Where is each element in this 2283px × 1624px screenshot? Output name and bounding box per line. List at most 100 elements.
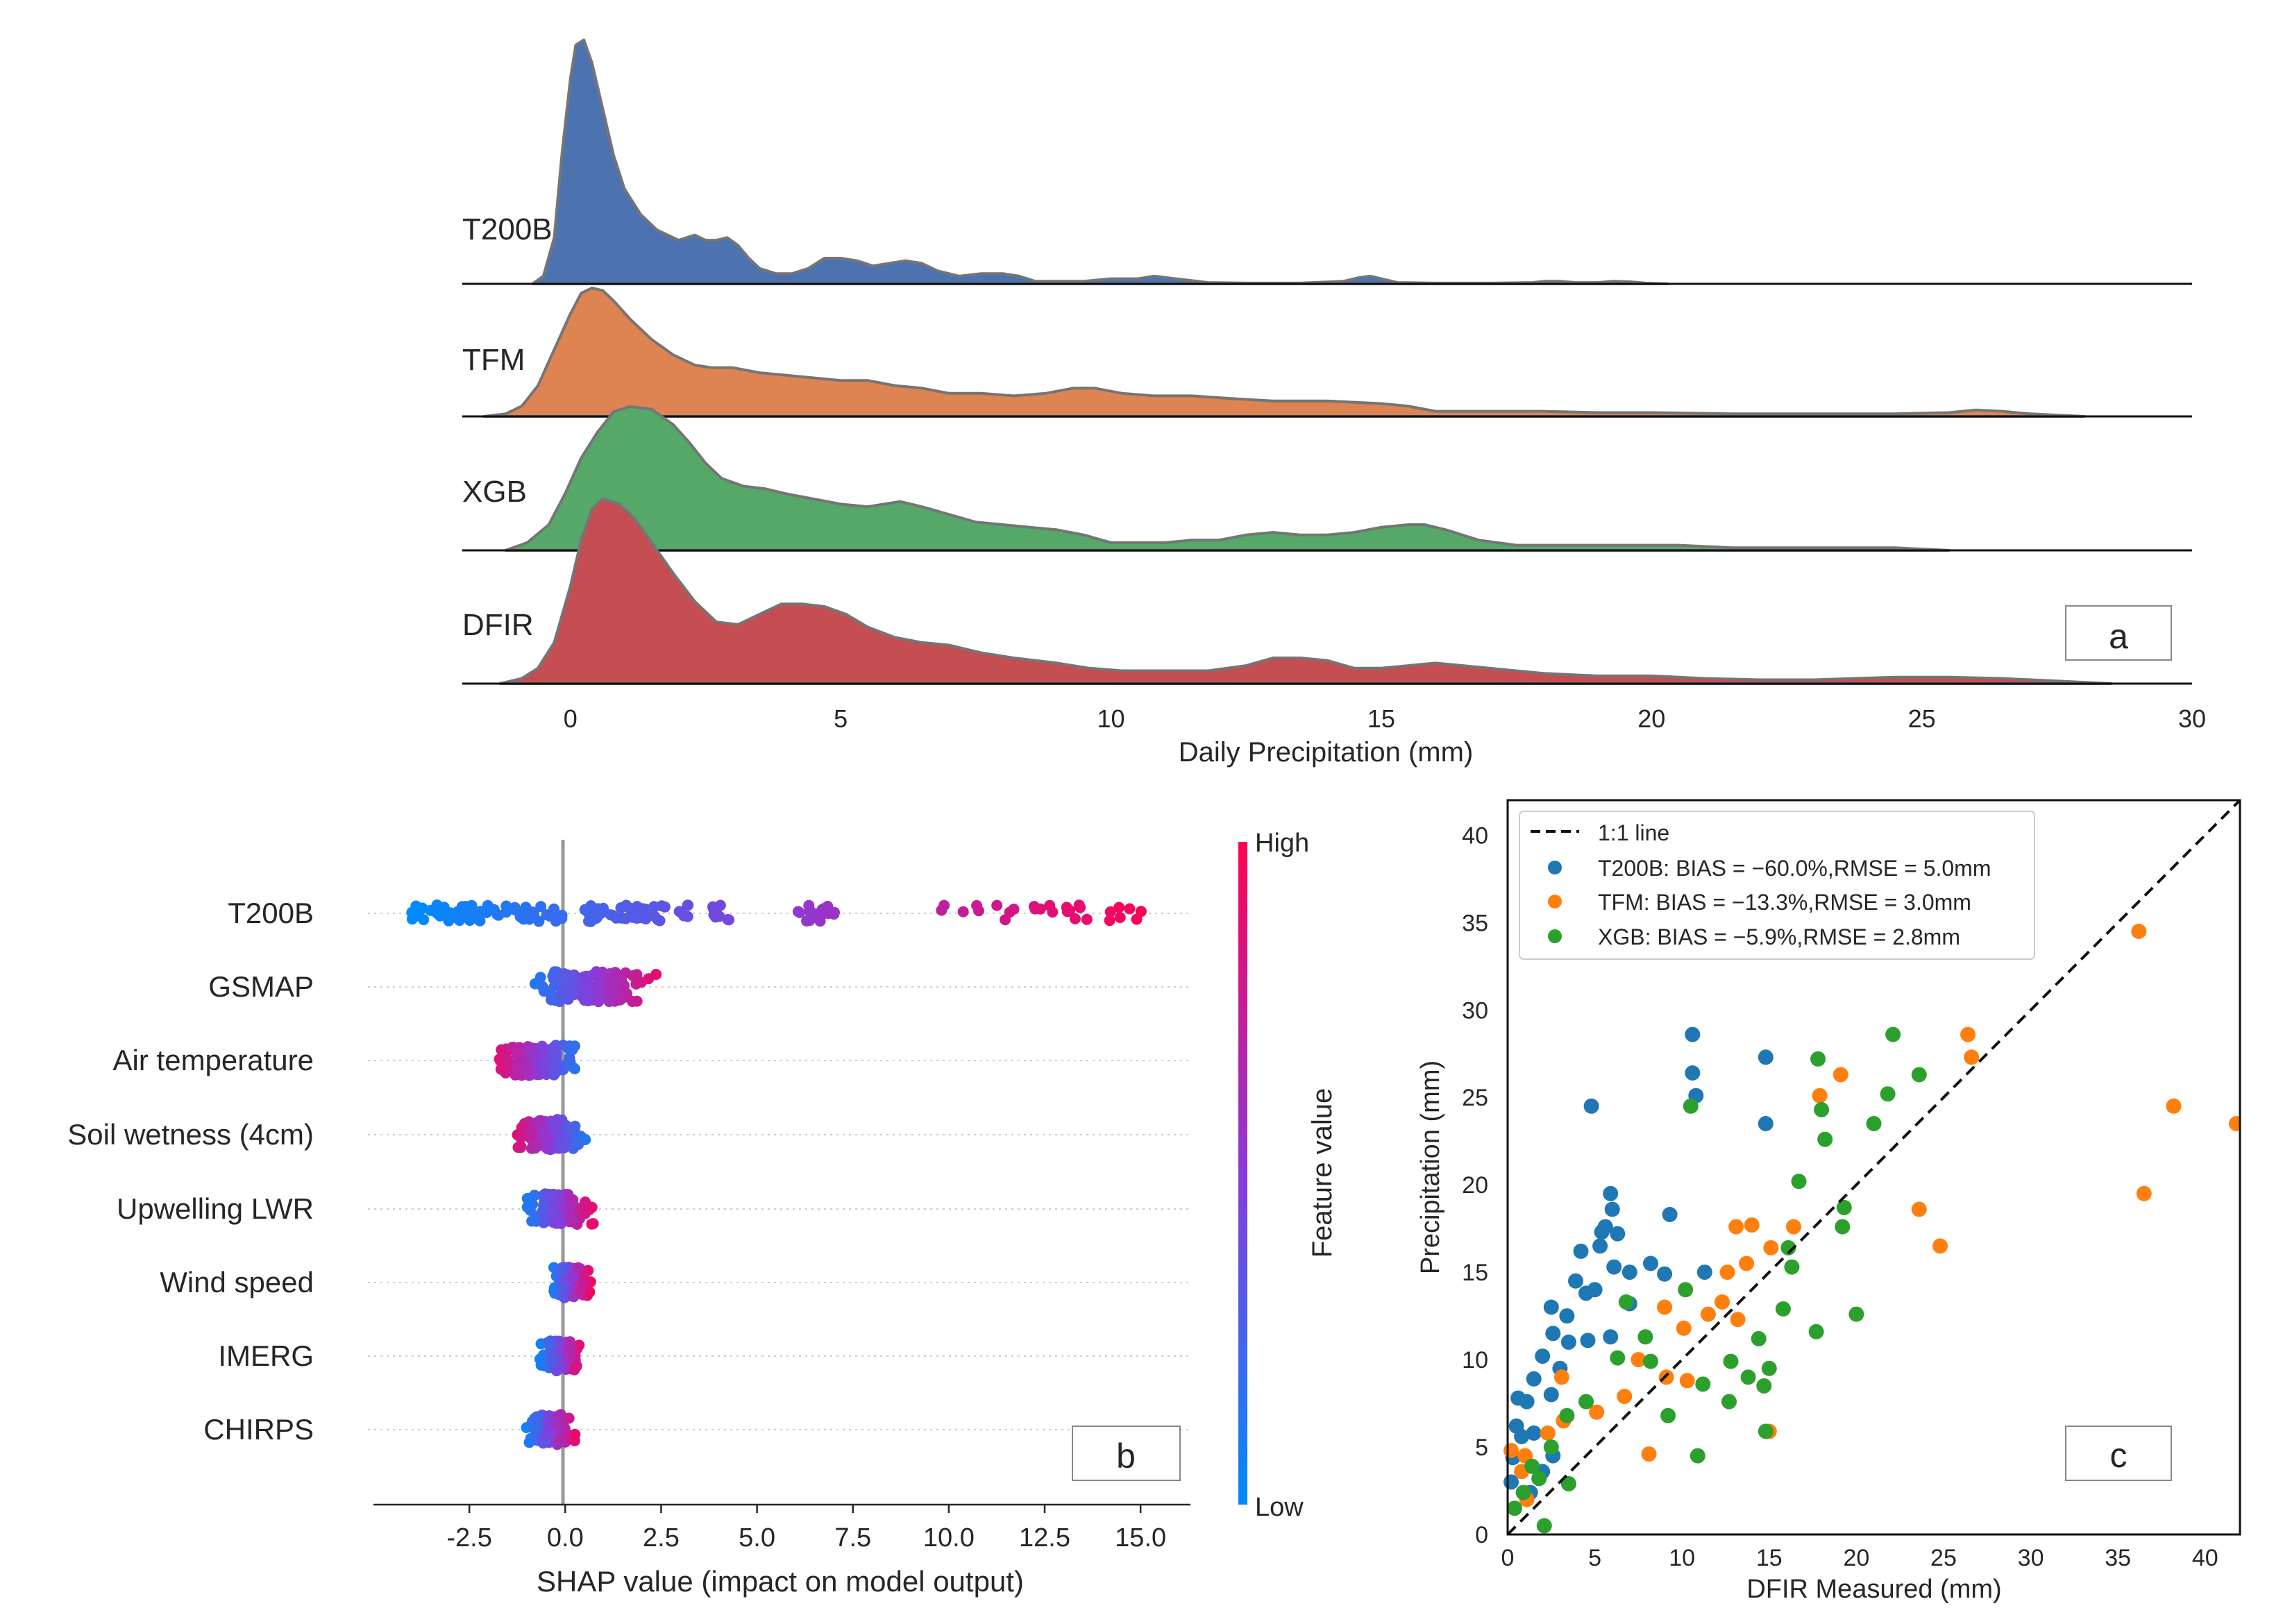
shap-dot (434, 904, 446, 916)
ridge-label-t200b: T200B (462, 212, 553, 246)
shap-dot (563, 1202, 575, 1214)
y-tick-label-c: 40 (1462, 822, 1488, 849)
point-t200b (1519, 1394, 1535, 1410)
point-tfm (1786, 1219, 1801, 1235)
ridge-area-xgb (504, 405, 1951, 552)
shap-dot (525, 1432, 537, 1444)
y-tick-label-c: 5 (1475, 1435, 1488, 1461)
point-tfm (1617, 1389, 1633, 1404)
point-xgb (1515, 1485, 1531, 1500)
point-t200b (1606, 1259, 1622, 1275)
shap-dot (539, 1057, 551, 1069)
shap-dot (621, 899, 632, 911)
point-xgb (1610, 1350, 1626, 1366)
feature-label: Air temperature (113, 1044, 314, 1076)
ridge-plot-panel-a: T200B TFM XGB DFIR 0 5 10 15 20 25 30 Daily Pr… (462, 38, 2206, 768)
shap-dot (530, 1412, 542, 1424)
scatter-panel-c: 0 5 10 15 20 25 30 35 40 0 5 10 15 20 25 30 35 40 DFIR Me… (1416, 799, 2241, 1604)
shap-dot (532, 1140, 544, 1152)
point-t200b (1583, 1098, 1599, 1114)
point-tfm (1730, 1312, 1746, 1328)
shap-dot (578, 986, 590, 997)
point-t200b (1535, 1348, 1551, 1364)
point-tfm (1679, 1373, 1695, 1389)
shap-dot (547, 909, 559, 921)
shap-dot (537, 1040, 548, 1052)
shap-dot (408, 911, 420, 923)
point-xgb (1751, 1330, 1767, 1346)
point-xgb (1543, 1439, 1559, 1455)
x-axis-label-a: Daily Precipitation (mm) (1179, 737, 1474, 768)
shap-dot (936, 904, 947, 916)
feature-label: IMERG (218, 1339, 314, 1372)
point-t200b (1662, 1207, 1678, 1222)
shap-dot (627, 970, 639, 981)
point-xgb (1618, 1294, 1634, 1310)
x-tick-label-b: 10.0 (923, 1523, 975, 1553)
shap-dot (597, 966, 608, 978)
shap-dot (596, 907, 607, 919)
x-tick-label-c: 0 (1501, 1545, 1515, 1571)
panel-label-b: b (1116, 1437, 1136, 1475)
point-t200b (1514, 1428, 1530, 1444)
panel-label-a: a (2109, 617, 2128, 656)
shap-dot (546, 1045, 557, 1057)
colorbar-low-label: Low (1255, 1493, 1304, 1522)
x-tick-label-c: 15 (1756, 1545, 1783, 1571)
y-tick-label-c: 25 (1462, 1085, 1488, 1111)
shap-dot (580, 1196, 591, 1208)
point-xgb (1780, 1240, 1796, 1255)
shap-dot (792, 906, 804, 917)
legend-entry-t200b: T200B: BIAS = −60.0%,RMSE = 5.0mm (1598, 856, 1991, 881)
x-tick-label-b: 0.0 (547, 1523, 584, 1553)
shap-dot (722, 914, 734, 925)
point-xgb (1637, 1329, 1653, 1345)
legend-c: 1:1 line T200B: BIAS = −60.0%,RMSE = 5.0… (1519, 811, 2035, 960)
point-xgb (1507, 1500, 1522, 1516)
shap-dot (973, 905, 984, 917)
shap-dot (555, 1435, 567, 1447)
point-tfm (1719, 1264, 1735, 1280)
ridge-label-dfir: DFIR (462, 608, 534, 642)
x-tick-label-a: 20 (1637, 704, 1665, 733)
x-tick-label-c: 5 (1588, 1545, 1601, 1571)
point-t200b (1543, 1387, 1559, 1403)
point-xgb (1880, 1086, 1896, 1102)
shap-dot (529, 1049, 541, 1061)
x-axis-label-b: SHAP value (impact on model output) (537, 1565, 1024, 1598)
shap-dot (548, 1063, 560, 1074)
point-xgb (1695, 1376, 1711, 1392)
point-tfm (2136, 1185, 2152, 1201)
point-xgb (1559, 1407, 1575, 1423)
point-xgb (1660, 1407, 1676, 1423)
shap-dot (1000, 914, 1011, 926)
shap-dot (1104, 906, 1116, 917)
x-tick-label-b: 2.5 (643, 1523, 680, 1553)
point-tfm (2166, 1098, 2182, 1114)
ridge-label-tfm: TFM (462, 343, 525, 377)
shap-dot (535, 901, 547, 913)
point-t200b (1559, 1308, 1575, 1324)
point-xgb (1810, 1051, 1826, 1067)
shap-dot (546, 1356, 557, 1368)
shap-dot (580, 970, 592, 982)
shap-dot (552, 1217, 564, 1228)
shap-dot (814, 912, 826, 924)
shap-dot (546, 1208, 558, 1219)
shap-dot (567, 1273, 578, 1285)
point-xgb (1756, 1378, 1772, 1394)
point-tfm (1763, 1240, 1779, 1255)
shap-dot (562, 1341, 574, 1353)
shap-dot (515, 1142, 527, 1153)
shap-dot (538, 984, 550, 996)
panel-label-c: c (2110, 1436, 2128, 1475)
point-xgb (1775, 1301, 1791, 1317)
point-tfm (1744, 1217, 1760, 1233)
point-t200b (1573, 1243, 1589, 1259)
y-tick-label-c: 0 (1475, 1522, 1488, 1548)
shap-dot (641, 908, 652, 920)
shap-dot (652, 914, 664, 926)
feature-label: Soil wetness (4cm) (67, 1118, 314, 1151)
shap-dot (445, 907, 457, 919)
shap-dot (1104, 915, 1115, 927)
